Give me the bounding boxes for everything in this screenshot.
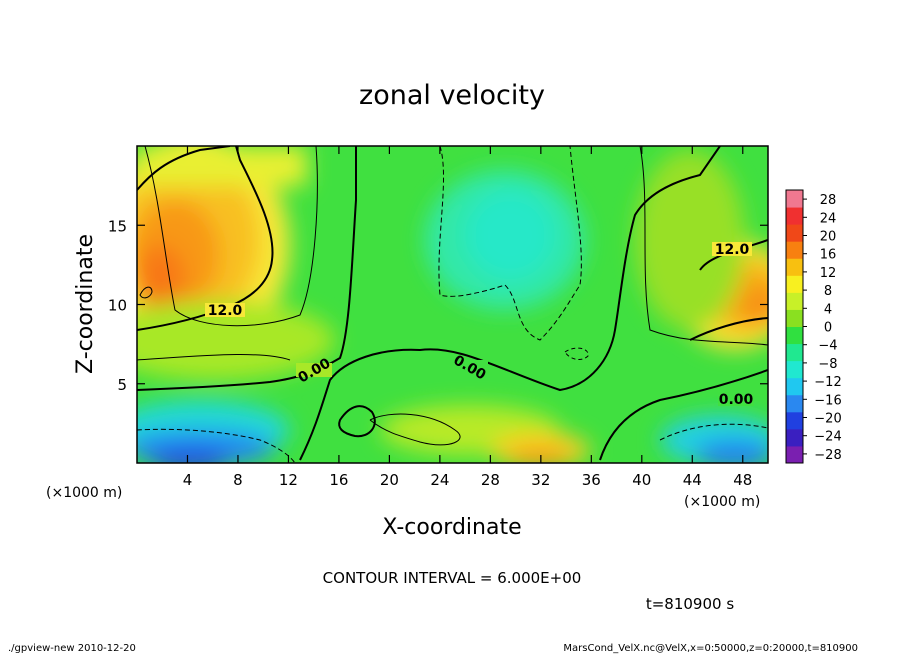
colorbar-swatch xyxy=(786,428,803,447)
colorbar-swatch xyxy=(786,309,803,327)
contour-lines xyxy=(137,146,768,463)
colorbar-tick-label: 24 xyxy=(820,211,837,226)
colorbar-tick-label: −8 xyxy=(818,357,837,372)
colorbar-swatch xyxy=(786,326,803,345)
contour-interval: CONTOUR INTERVAL = 6.000E+00 xyxy=(323,569,582,587)
footer-left: ./gpview-new 2010-12-20 xyxy=(8,643,136,654)
x-unit-right: (×1000 m) xyxy=(684,494,760,510)
x-tick-label: 24 xyxy=(430,471,449,489)
colorbar-tick-label: 4 xyxy=(824,302,832,317)
colorbar-tick-label: 20 xyxy=(820,230,837,245)
x-tick-label: 44 xyxy=(683,471,702,489)
colorbar-swatch xyxy=(786,411,803,430)
x-tick-label: 28 xyxy=(481,471,500,489)
colorbar: 28 24 20 16 12 8 4 0 −4 −8 −12 −16 −20 −24 −28 xyxy=(785,189,842,464)
contour-label-5: 0.00 xyxy=(719,392,754,408)
colorbar-swatch xyxy=(786,258,803,276)
colorbar-tick-label: −28 xyxy=(814,448,841,463)
colorbar-swatch xyxy=(786,224,803,242)
colorbar-tick-label: 28 xyxy=(820,193,837,208)
x-tick-label: 8 xyxy=(233,471,243,489)
x-tick-label: 4 xyxy=(183,471,193,489)
colorbar-tick-label: −12 xyxy=(814,375,841,390)
colorbar-tick-label: −24 xyxy=(814,430,841,445)
x-axis-label: X-coordinate xyxy=(382,515,521,540)
colorbar-swatch xyxy=(786,343,803,362)
y-tick-label: 5 xyxy=(117,376,127,394)
y-tick-label: 10 xyxy=(108,297,127,315)
x-unit-left: (×1000 m) xyxy=(46,485,122,501)
x-tick-label: 16 xyxy=(329,471,348,489)
y-axis-label: Z-coordinate xyxy=(73,234,98,374)
time-label: t=810900 s xyxy=(646,595,734,613)
plot-area: 12.0 12.0 0.00 0.00 0.00 xyxy=(137,146,768,463)
y-tick-label: 15 xyxy=(108,217,127,235)
colorbar-swatch xyxy=(786,275,803,293)
colorbar-swatch xyxy=(786,241,803,259)
colorbar-tick-label: −20 xyxy=(814,412,841,427)
colorbar-tick-label: −4 xyxy=(818,339,837,354)
colorbar-swatch xyxy=(786,190,803,208)
x-tick-label: 40 xyxy=(632,471,651,489)
colorbar-swatch xyxy=(786,445,803,464)
colorbar-swatch xyxy=(786,394,803,413)
colorbar-tick-label: 8 xyxy=(824,284,832,299)
contour-label-2: 12.0 xyxy=(715,242,750,258)
colorbar-swatch xyxy=(786,207,803,225)
x-tick-label: 12 xyxy=(279,471,298,489)
x-tick-label: 20 xyxy=(380,471,399,489)
x-tick-label: 32 xyxy=(531,471,550,489)
x-axis: 4 8 12 16 20 24 28 32 36 40 44 48 xyxy=(183,146,752,489)
y-axis: 5 10 15 xyxy=(108,217,768,394)
x-tick-label: 48 xyxy=(733,471,752,489)
colorbar-swatch xyxy=(786,292,803,310)
contour-label-1: 12.0 xyxy=(208,303,243,319)
colorbar-swatch xyxy=(786,377,803,396)
colorbar-tick-label: 16 xyxy=(820,248,837,263)
colorbar-tick-label: −16 xyxy=(814,393,841,408)
footer-right: MarsCond_VelX.nc@VelX,x=0:50000,z=0:2000… xyxy=(563,643,858,654)
colorbar-tick-label: 0 xyxy=(824,321,832,336)
x-tick-label: 36 xyxy=(582,471,601,489)
colorbar-tick-label: 12 xyxy=(820,266,837,281)
colorbar-swatch xyxy=(786,360,803,379)
chart-title: zonal velocity xyxy=(359,80,545,111)
